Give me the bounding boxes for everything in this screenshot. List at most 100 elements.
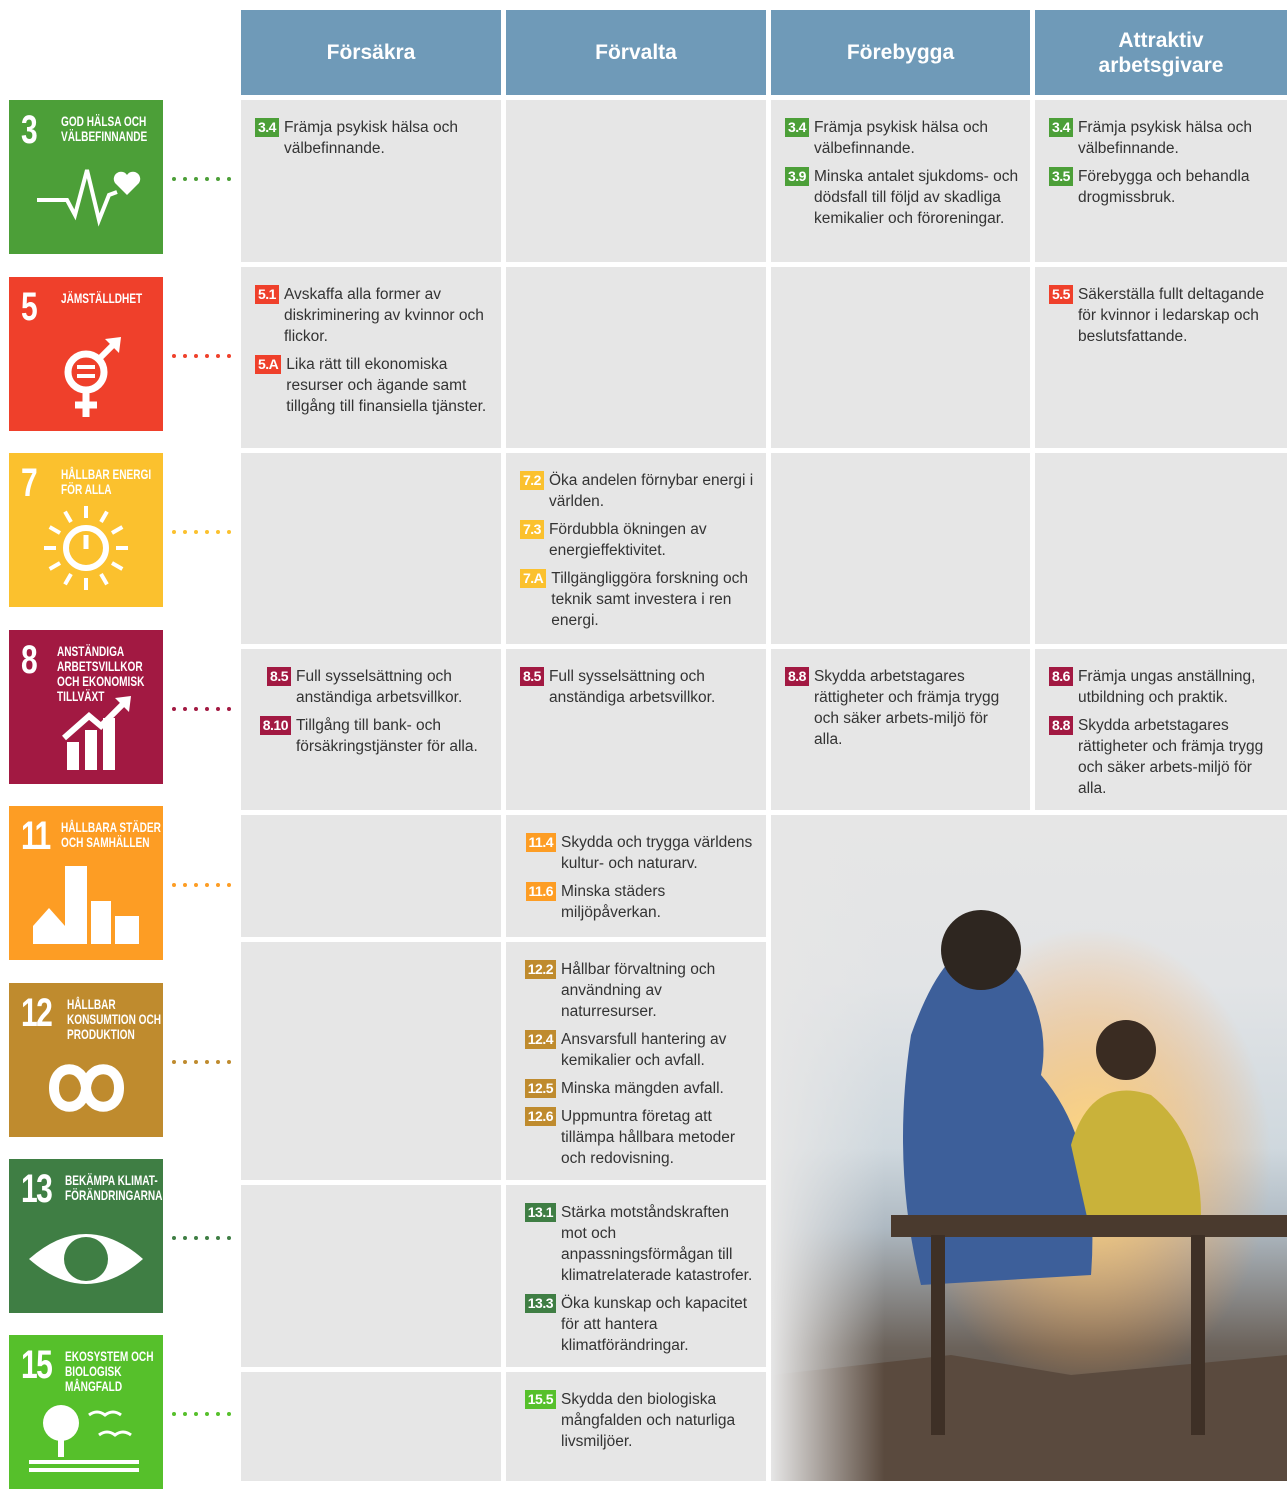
goal-icon: 12 HÅLLBAR KONSUMTION OCH PRODUKTION — [9, 983, 163, 1137]
connector-dot — [216, 530, 220, 534]
badge-wrap: 8.6 — [1049, 666, 1078, 708]
connector-dot — [194, 177, 198, 181]
target-code: 11.4 — [525, 833, 556, 852]
connector-dot — [183, 530, 187, 534]
badge-wrap: 3.4 — [785, 117, 814, 159]
badge-wrap: 11.4 — [520, 832, 561, 874]
target-code: 7.A — [520, 569, 547, 588]
target-text: Minska mängden avfall. — [561, 1080, 724, 1097]
target-item: 3.4 Främja psykisk hälsa och välbefinnand… — [255, 117, 491, 159]
target-text: Skydda den biologiska mångfalden och nat… — [561, 1391, 736, 1450]
column-header: Attraktiv arbetsgivare — [1035, 10, 1287, 95]
table-cell: 3.4 Främja psykisk hälsa och välbefinnand… — [241, 100, 501, 262]
table-cell — [506, 100, 766, 262]
target-item: 11.6 Minska städers miljöpåverkan. — [520, 881, 756, 923]
table-cell: 5.1 Avskaffa alla former av diskriminerin… — [241, 267, 501, 448]
connector-dot — [194, 883, 198, 887]
badge-wrap: 8.5 — [255, 666, 296, 708]
goal-pictogram — [62, 696, 131, 770]
target-item: 3.9 Minska antalet sjukdoms- och dödsfall… — [785, 166, 1020, 229]
badge-wrap: 8.8 — [785, 666, 814, 750]
connector-dot — [205, 1236, 209, 1240]
table-cell: 8.5 Full sysselsättning och anständiga ar… — [506, 649, 766, 810]
badge-wrap: 8.8 — [1049, 715, 1078, 799]
target-code: 8.10 — [259, 716, 291, 735]
table-cell: 12.2 Hållbar förvaltning och användning a… — [506, 942, 766, 1180]
connector-dot — [205, 177, 209, 181]
connector-dot — [183, 1236, 187, 1240]
badge-wrap: 3.5 — [1049, 166, 1078, 208]
goal-icon: 11 HÅLLBARA STÄDER OCH SAMHÄLLEN — [9, 806, 163, 960]
connector-dot — [183, 883, 187, 887]
table-cell — [771, 453, 1030, 644]
target-text: Full sysselsättning och anständiga arbet… — [548, 668, 716, 706]
badge-wrap: 12.2 — [520, 959, 561, 1022]
goal-number: 15 — [21, 1343, 53, 1387]
badge-wrap: 5.5 — [1049, 284, 1078, 347]
connector-dot — [172, 354, 176, 358]
target-text: Fördubbla ökningen av energieffektivitet… — [548, 521, 707, 559]
badge-wrap: 11.6 — [520, 881, 561, 923]
badge-wrap: 12.6 — [520, 1106, 561, 1169]
target-text: Lika rätt till ekonomiska resurser och ä… — [286, 356, 487, 415]
target-item: 8.8 Skydda arbetstagares rättigheter och … — [785, 666, 1020, 750]
connector-dot — [205, 354, 209, 358]
goal-icon: 15 EKOSYSTEM OCH BIOLOGISK MÅNGFALD — [9, 1335, 163, 1489]
table-cell — [1035, 815, 1287, 937]
connector-dot — [172, 707, 176, 711]
table-cell: 15.5 Skydda den biologiska mångfalden och… — [506, 1372, 766, 1481]
target-code: 12.4 — [524, 1030, 556, 1049]
target-text: Skydda arbetstagares rättigheter och frä… — [813, 668, 1000, 748]
connector-dot — [194, 1412, 198, 1416]
target-text: Uppmuntra företag att tillämpa hållbara … — [561, 1108, 736, 1167]
target-code: 15.5 — [524, 1390, 556, 1409]
target-text: Tillgång till bank- och försäkringstjäns… — [296, 717, 478, 755]
table-cell — [506, 267, 766, 448]
table-cell — [1035, 942, 1287, 1180]
connector-dot — [172, 1236, 176, 1240]
badge-wrap: 8.5 — [520, 666, 549, 708]
target-text: Främja psykisk hälsa och välbefinnande. — [813, 119, 988, 157]
table-cell — [241, 1185, 501, 1367]
connector-dot — [205, 1412, 209, 1416]
target-text: Ansvarsfull hantering av kemikalier och … — [561, 1031, 727, 1069]
goal-number: 7 — [21, 461, 38, 505]
goal-pictogram — [29, 1405, 139, 1472]
goal-title: BEKÄMPA KLIMAT-FÖRÄNDRINGARNA — [65, 1172, 163, 1203]
connector-dot — [227, 883, 231, 887]
connector-dot — [172, 1060, 176, 1064]
target-code: 8.8 — [1049, 716, 1073, 735]
badge-wrap: 8.10 — [255, 715, 296, 757]
connector-dot — [183, 354, 187, 358]
target-item: 8.6 Främja ungas anställning, utbildning … — [1049, 666, 1277, 708]
table-cell — [771, 1185, 1030, 1367]
target-item: 3.4 Främja psykisk hälsa och välbefinnand… — [1049, 117, 1277, 159]
target-item: 3.4 Främja psykisk hälsa och välbefinnand… — [785, 117, 1020, 159]
goal-icon: 13 BEKÄMPA KLIMAT-FÖRÄNDRINGARNA — [9, 1159, 163, 1313]
target-item: 12.2 Hållbar förvaltning och användning a… — [520, 959, 756, 1022]
target-item: 7.2 Öka andelen förnybar energi i världen… — [520, 470, 756, 512]
target-item: 8.10 Tillgång till bank- och försäkringst… — [255, 715, 491, 757]
target-code: 12.5 — [524, 1079, 556, 1098]
table-cell: 7.2 Öka andelen förnybar energi i världen… — [506, 453, 766, 644]
target-code: 5.5 — [1049, 285, 1073, 304]
table-cell — [241, 815, 501, 937]
target-text: Öka andelen förnybar energi i världen. — [548, 472, 754, 510]
target-code: 3.9 — [785, 167, 809, 186]
connector-dot — [227, 177, 231, 181]
goal-title: HÅLLBAR KONSUMTION OCH PRODUKTION — [67, 996, 162, 1042]
table-cell — [771, 267, 1030, 448]
target-text: Säkerställa fullt deltagande för kvinnor… — [1077, 286, 1265, 345]
badge-wrap: 3.9 — [785, 166, 814, 229]
connector-dot — [227, 354, 231, 358]
target-item: 13.1 Stärka motståndskraften mot och anpa… — [520, 1202, 756, 1286]
target-text: Minska antalet sjukdoms- och dödsfall ti… — [813, 168, 1019, 227]
goal-pictogram — [37, 169, 141, 227]
badge-wrap: 3.4 — [1049, 117, 1078, 159]
connector-dot — [194, 354, 198, 358]
goal-title: GOD HÄLSA OCH VÄLBEFINNANDE — [61, 113, 148, 144]
target-text: Stärka motståndskraften mot och anpassni… — [561, 1204, 753, 1284]
connector-dot — [227, 1060, 231, 1064]
target-text: Full sysselsättning och anständiga arbet… — [296, 668, 463, 706]
